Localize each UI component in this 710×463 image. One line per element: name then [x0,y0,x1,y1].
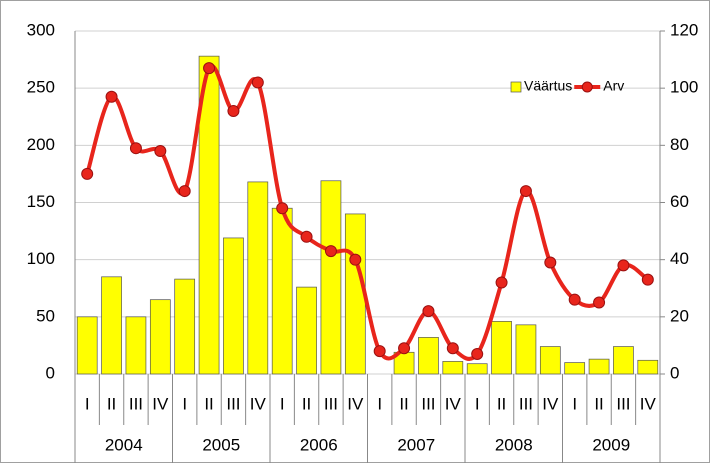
x-tick-label: III [324,394,338,413]
marker [251,76,264,89]
bar [613,346,634,375]
legend-swatch [581,81,593,93]
x-tick-label: I [572,394,577,413]
x-tick-label: II [497,394,506,413]
x-tick-label: IV [347,394,364,413]
x-tick-label: II [107,394,116,413]
bar [223,237,244,375]
marker [105,90,118,103]
bar [588,358,610,375]
legend-label: Arv [603,78,624,94]
x-tick-label: III [226,394,240,413]
bar [125,316,147,375]
x-tick-label: I [280,394,285,413]
bar [515,324,537,375]
x-tick-label: IV [542,394,559,413]
y2-tick-label: 100 [670,78,698,97]
marker [324,245,337,258]
marker [81,167,94,180]
marker [422,305,435,318]
marker [227,105,240,118]
bar [320,180,342,375]
y2-tick-label: 20 [670,306,689,325]
marker [617,259,630,272]
x-tick-label: IV [640,394,657,413]
y2-tick-label: 0 [670,363,679,382]
marker [178,185,191,198]
x-tick-label: I [182,394,187,413]
bar [247,181,269,375]
legend-swatch [510,81,522,93]
y-tick-label: 0 [46,363,55,382]
marker [495,276,508,289]
x-tick-label: III [616,394,630,413]
x-group-label: 2008 [495,435,533,454]
bar [198,55,220,375]
marker [593,296,606,309]
x-tick-label: IV [445,394,462,413]
marker [300,230,313,243]
marker [276,202,289,215]
y2-tick-label: 80 [670,135,689,154]
bar [174,278,196,375]
x-group-label: 2005 [202,435,240,454]
y-tick-label: 300 [27,20,55,39]
legend-label: Väärtus [524,78,572,94]
x-group-label: 2009 [592,435,630,454]
marker [154,145,167,158]
x-tick-label: III [129,394,143,413]
x-tick-label: III [421,394,435,413]
y-tick-label: 200 [27,135,55,154]
bar [296,286,317,375]
x-group-label: 2007 [397,435,435,454]
bar [76,316,98,375]
y-tick-label: 50 [36,306,55,325]
bar [466,363,488,375]
marker [398,342,411,355]
bar [564,362,586,375]
bar [637,359,659,375]
y2-tick-label: 120 [670,20,698,39]
marker [568,293,581,306]
x-tick-label: II [594,394,603,413]
y2-tick-label: 60 [670,192,689,211]
y-tick-label: 150 [27,192,55,211]
x-group-label: 2006 [300,435,338,454]
x-tick-label: II [399,394,408,413]
marker [203,62,216,75]
bar [491,321,512,375]
x-tick-label: IV [250,394,267,413]
marker [373,345,386,358]
marker [519,185,532,198]
x-tick-label: I [377,394,382,413]
marker [446,342,459,355]
x-tick-label: IV [152,394,169,413]
marker [349,253,362,266]
x-tick-label: II [302,394,311,413]
x-tick-label: I [85,394,90,413]
bar [539,346,561,375]
x-tick-label: III [519,394,533,413]
y2-tick-label: 40 [670,249,689,268]
bar [101,276,122,375]
bar [149,299,171,375]
bar [271,207,293,375]
marker [544,256,557,269]
bar [442,361,464,375]
marker [129,142,142,155]
bar [344,213,366,375]
marker [471,347,484,360]
y-tick-label: 100 [27,249,55,268]
x-tick-label: I [475,394,480,413]
bar [418,337,439,375]
x-group-label: 2004 [105,435,143,454]
y-tick-label: 250 [27,78,55,97]
x-tick-label: II [204,394,213,413]
marker [641,273,654,286]
